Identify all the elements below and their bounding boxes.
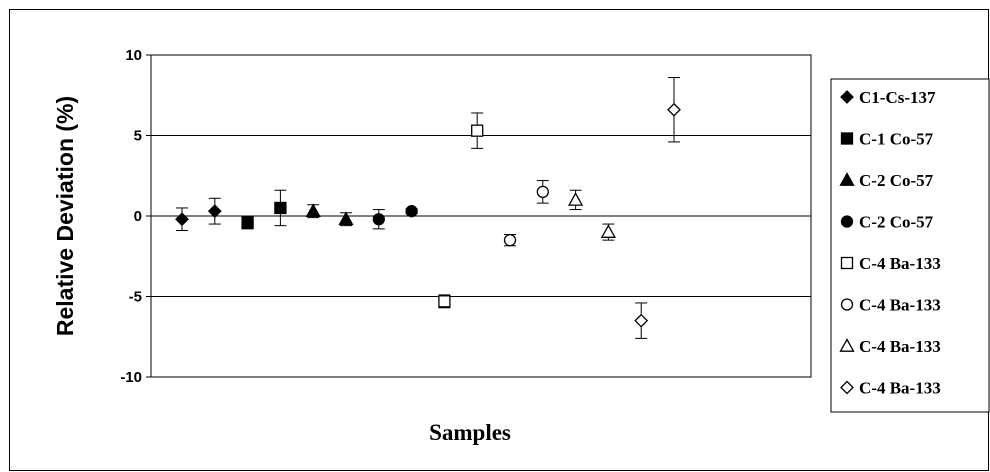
legend-marker xyxy=(839,172,855,186)
data-marks xyxy=(175,77,681,339)
data-point xyxy=(438,294,451,309)
y-axis-ticks: 10 5 0 -5 -10 xyxy=(120,47,151,386)
point-marker xyxy=(338,211,354,226)
point-marker xyxy=(634,313,649,328)
data-point xyxy=(600,223,617,241)
point-marker xyxy=(536,185,549,199)
legend-item: C-4 Ba-133 xyxy=(840,296,941,315)
data-point xyxy=(338,211,354,227)
data-point xyxy=(405,205,418,218)
legend-marker xyxy=(840,90,854,104)
y-tick-label: 10 xyxy=(125,47,142,64)
legend-marker xyxy=(840,256,854,270)
point-marker xyxy=(405,205,418,218)
plot-area: 10 5 0 -5 -10 xyxy=(120,47,812,386)
legend-item: C-4 Ba-133 xyxy=(840,254,941,273)
legend-item: C-2 Co-57 xyxy=(840,213,934,232)
point-marker xyxy=(503,233,517,247)
data-point xyxy=(207,197,222,225)
legend-label: C-2 Co-57 xyxy=(859,171,934,190)
point-marker xyxy=(438,295,451,308)
data-point xyxy=(372,209,385,230)
data-point xyxy=(634,302,649,339)
legend-marker xyxy=(840,215,854,228)
point-marker xyxy=(600,224,617,238)
point-marker xyxy=(667,102,681,117)
data-point xyxy=(471,112,484,149)
data-point xyxy=(667,77,681,143)
point-marker xyxy=(567,192,584,206)
x-axis-title: Samples xyxy=(429,420,511,445)
legend-label: C-4 Ba-133 xyxy=(859,337,941,356)
data-point xyxy=(274,189,287,227)
data-point xyxy=(567,189,584,211)
point-marker xyxy=(175,212,189,227)
legend-label: C1-Cs-137 xyxy=(859,88,936,107)
legend-label: C-4 Ba-133 xyxy=(859,296,941,315)
legend-marker xyxy=(840,380,854,395)
point-marker xyxy=(305,203,321,218)
data-point xyxy=(503,233,517,247)
legend-item: C-4 Ba-133 xyxy=(839,337,941,356)
y-axis-title: Relative Deviation (%) xyxy=(52,96,78,336)
legend-marker xyxy=(839,338,855,352)
legend-item: C-4 Ba-133 xyxy=(840,379,941,398)
y-tick-label: 5 xyxy=(134,128,142,145)
point-marker xyxy=(241,216,254,229)
legend: C1-Cs-137 C-1 Co-57 C-2 Co-57 C-2 Co-57 C-4 … xyxy=(830,78,990,413)
point-marker xyxy=(207,204,222,219)
legend-item: C-2 Co-57 xyxy=(839,171,934,190)
point-marker xyxy=(471,124,484,137)
y-tick-label: 0 xyxy=(134,208,142,225)
legend-box xyxy=(830,78,990,413)
legend-marker xyxy=(840,132,854,145)
point-marker xyxy=(274,201,287,215)
legend-label: C-2 Co-57 xyxy=(859,213,934,232)
data-point xyxy=(536,180,549,204)
legend-marker xyxy=(840,298,854,311)
y-tick-label: -5 xyxy=(129,289,142,306)
point-marker xyxy=(372,213,385,226)
y-tick-label: -10 xyxy=(120,369,142,386)
legend-label: C-1 Co-57 xyxy=(859,130,934,149)
data-point xyxy=(241,215,254,230)
data-point xyxy=(175,207,189,231)
legend-item: C1-Cs-137 xyxy=(840,88,936,107)
legend-label: C-4 Ba-133 xyxy=(859,379,941,398)
data-point xyxy=(305,203,321,219)
legend-item: C-1 Co-57 xyxy=(840,130,934,149)
legend-label: C-4 Ba-133 xyxy=(859,254,941,273)
